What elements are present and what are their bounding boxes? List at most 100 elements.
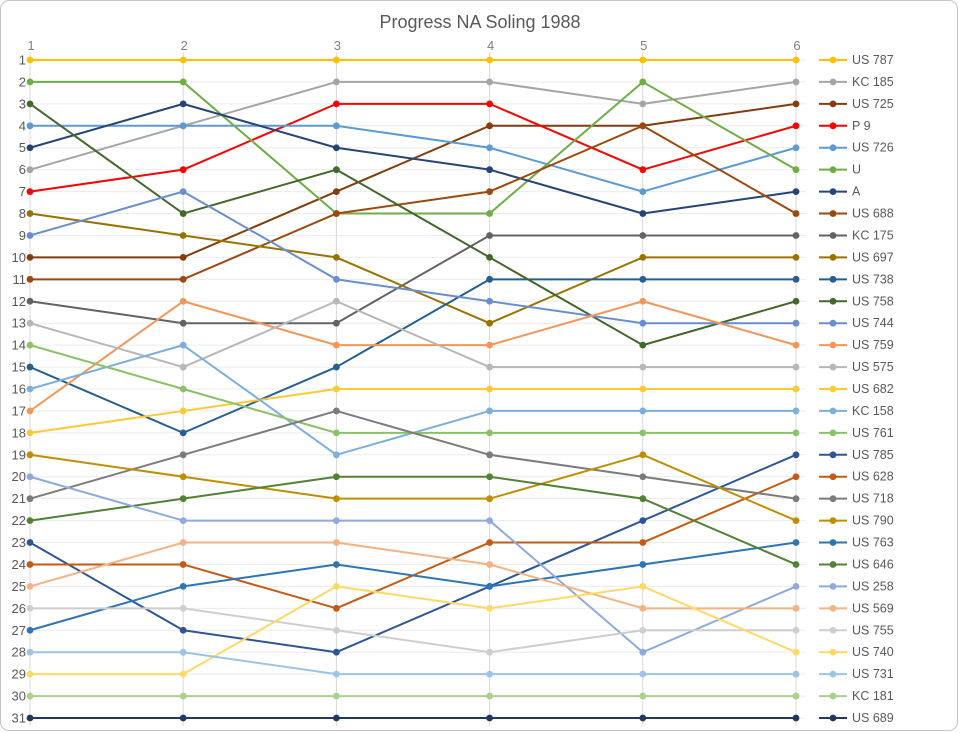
- series-marker-kc-175: [179, 319, 187, 327]
- series-marker-us-740: [639, 583, 647, 590]
- series-marker-us-689: [639, 714, 647, 722]
- series-marker-us-785: [333, 648, 340, 656]
- y-tick-label: 21: [12, 491, 26, 506]
- series-marker-us-759: [792, 341, 800, 349]
- legend-marker-us-258: [829, 583, 837, 590]
- series-marker-us-689: [792, 714, 800, 722]
- legend-marker-us-785: [829, 451, 837, 459]
- legend-marker-p-9: [829, 122, 837, 130]
- series-marker-us-258: [639, 648, 647, 656]
- series-line-us-726: [30, 124, 797, 193]
- legend-label-kc-158: KC 158: [852, 404, 894, 418]
- y-tick-label: 17: [12, 403, 26, 418]
- y-tick-label: 26: [12, 601, 26, 616]
- series-line-us-790: [29, 453, 797, 522]
- y-tick-label: 8: [19, 206, 26, 221]
- series-marker-us-688: [639, 122, 647, 130]
- series-marker-kc-185: [333, 78, 340, 86]
- legend-label-us-682: US 682: [852, 382, 894, 396]
- series-marker-us-688: [26, 275, 34, 283]
- series-marker-us-740: [486, 604, 493, 612]
- series-marker-u: [179, 78, 187, 86]
- legend-marker-us-744: [829, 319, 837, 327]
- series-marker-kc-175: [333, 319, 340, 327]
- series-marker-us-738: [179, 429, 187, 437]
- series-marker-us-740: [26, 670, 34, 678]
- series-marker-us-744: [486, 297, 493, 305]
- series-marker-us-790: [792, 517, 800, 524]
- series-marker-kc-158: [639, 407, 647, 415]
- series-marker-us-718: [179, 451, 187, 459]
- series-marker-us-697: [179, 232, 187, 239]
- series-marker-us-689: [333, 714, 340, 722]
- y-tick-label: 15: [12, 360, 26, 375]
- legend-label-us-759: US 759: [852, 338, 894, 352]
- legend-label-us-740: US 740: [852, 645, 894, 659]
- legend-marker-us-569: [829, 604, 837, 612]
- series-marker-us-688: [333, 210, 340, 217]
- y-tick-label: 22: [12, 513, 26, 528]
- series-marker-us-738: [486, 275, 493, 283]
- series-marker-kc-185: [639, 100, 647, 108]
- legend-label-a: A: [852, 185, 861, 199]
- series-marker-p-9: [333, 100, 340, 108]
- series-marker-us-755: [792, 626, 800, 634]
- series-marker-us-646: [639, 495, 647, 503]
- series-marker-us-759: [333, 341, 340, 349]
- series-marker-kc-158: [26, 385, 34, 393]
- series-marker-kc-181: [486, 692, 493, 700]
- series-marker-kc-158: [179, 341, 187, 349]
- y-tick-label: 31: [12, 711, 26, 726]
- y-tick-label: 1: [19, 53, 26, 68]
- y-tick-label: 3: [19, 96, 26, 111]
- series-marker-kc-181: [333, 692, 340, 700]
- series-marker-us-569: [792, 604, 800, 612]
- x-tick-label: 6: [793, 38, 800, 53]
- series-marker-us-726: [26, 122, 34, 130]
- series-marker-us-755: [26, 604, 34, 612]
- y-tick-label: 23: [12, 535, 26, 550]
- series-marker-us-697: [333, 254, 340, 261]
- series-marker-us-787: [639, 56, 647, 64]
- series-marker-us-758: [179, 210, 187, 217]
- series-marker-u: [26, 78, 34, 86]
- series-marker-kc-181: [792, 692, 800, 700]
- legend-label-us-718: US 718: [852, 492, 894, 506]
- series-marker-us-697: [486, 319, 493, 327]
- series-line-us-759: [29, 300, 797, 412]
- series-marker-us-763: [792, 539, 800, 546]
- series-marker-kc-175: [26, 297, 34, 305]
- legend-marker-kc-158: [829, 407, 837, 415]
- series-marker-us-718: [486, 451, 493, 459]
- series-marker-a: [486, 166, 493, 174]
- series-marker-kc-185: [26, 166, 34, 174]
- series-marker-a: [26, 144, 34, 152]
- series-marker-a: [179, 100, 187, 108]
- series-marker-us-744: [179, 188, 187, 196]
- legend-label-us-758: US 758: [852, 294, 894, 308]
- series-marker-us-725: [26, 254, 34, 261]
- series-marker-us-726: [792, 144, 800, 152]
- series-marker-us-755: [486, 648, 493, 656]
- legend-label-us-628: US 628: [852, 470, 894, 484]
- series-marker-us-761: [792, 429, 800, 437]
- legend-label-us-725: US 725: [852, 97, 894, 111]
- series-marker-us-718: [26, 495, 34, 503]
- series-marker-kc-181: [639, 692, 647, 700]
- series-line-p-9: [29, 102, 797, 193]
- series-marker-kc-175: [792, 232, 800, 239]
- series-marker-us-689: [26, 714, 34, 722]
- series-marker-a: [333, 144, 340, 152]
- legend-marker-us-759: [829, 341, 837, 349]
- legend-marker-us-688: [829, 210, 837, 217]
- series-marker-us-682: [792, 385, 800, 393]
- series-marker-us-755: [179, 604, 187, 612]
- series-marker-us-759: [179, 297, 187, 305]
- series-marker-us-763: [179, 583, 187, 590]
- legend-label-us-744: US 744: [852, 316, 894, 330]
- legend-label-us-787: US 787: [852, 53, 894, 67]
- series-marker-us-628: [26, 561, 34, 568]
- legend-marker-us-697: [829, 254, 837, 261]
- series-marker-us-785: [26, 539, 34, 546]
